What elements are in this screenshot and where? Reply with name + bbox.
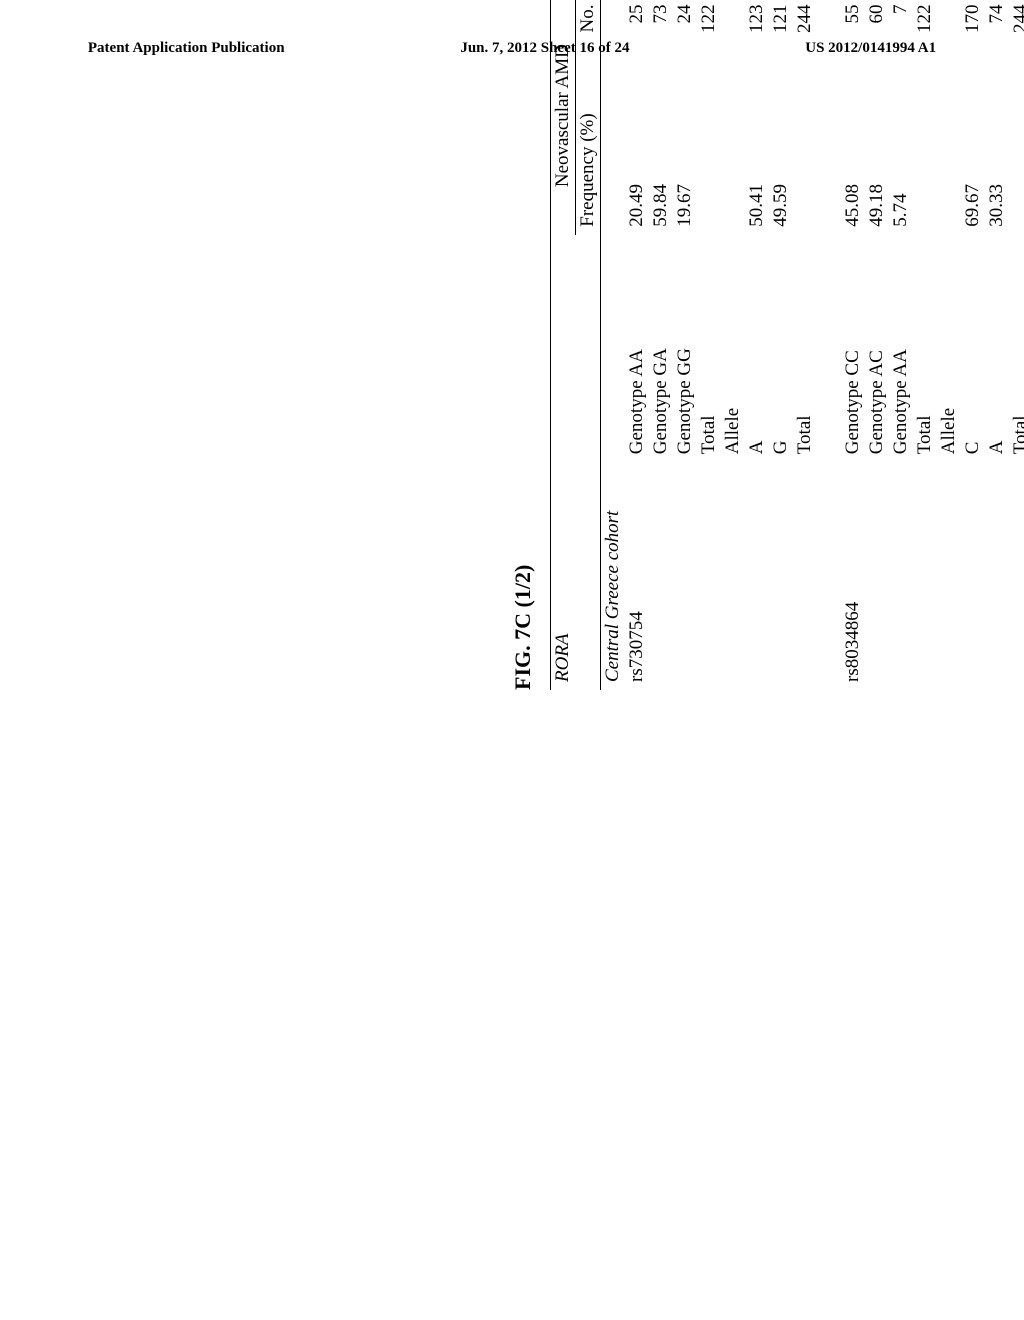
gene-label: RORA [551,235,576,690]
cell: 45.08 [841,71,865,235]
row-label: Allele [937,235,961,463]
cell [1009,71,1024,235]
cell: 60 [865,0,889,71]
rotated-content: FIG. 7C (1/2) RORA Neovascular AMD Dry A… [510,0,1024,690]
table-header-groups: RORA Neovascular AMD Dry AMD Normal [551,0,576,690]
table-row: Genotype AA 5.747 10.719 5.797 [889,0,913,690]
cell: 122 [913,0,937,71]
table-row: Allele [721,0,745,690]
cell: 55 [841,0,865,71]
cell: 7 [889,0,913,71]
row-label: Total [697,235,721,463]
cell: 19.67 [673,71,697,235]
cell [913,71,937,235]
cell: 50.41 [745,71,769,235]
cohort-label: Central Greece cohort [601,0,626,690]
col-freq-1: Frequency (%) [576,71,601,235]
cell: 69.67 [961,71,985,235]
table-row: Allele [937,0,961,690]
table-row: Total 244 168 232 [793,0,817,690]
row-label: A [745,235,769,463]
row-label: C [961,235,985,463]
header-left: Patent Application Publication [88,40,285,57]
table-row: rs730754 Genotype AA 20.49 25 35.71 30 3… [625,0,649,690]
table-row: Total 122 84 121 [913,0,937,690]
cell: 25 [625,0,649,71]
cell [793,71,817,235]
row-label: Total [913,235,937,463]
cell: 24 [673,0,697,71]
row-label: G [769,235,793,463]
snp-id: rs8034864 [841,462,865,690]
spacer-row [817,0,841,690]
group-neo: Neovascular AMD [551,0,576,235]
table-row: C 69.67170 75.00126 72.73176 [961,0,985,690]
cell: 73 [649,0,673,71]
row-label: Genotype AC [865,235,889,463]
cell: 170 [961,0,985,71]
cell: 122 [697,0,721,71]
row-label: Total [1009,235,1024,463]
cell: 20.49 [625,71,649,235]
row-label: Genotype AA [625,235,649,463]
snp-id: rs730754 [625,462,649,690]
row-label: Allele [721,235,745,463]
cell: 49.59 [769,71,793,235]
table-row: Genotype AC 49.1860 28.5724 42.9852 [865,0,889,690]
table-row: G 49.59121 44.6475 43.97102 [769,0,793,690]
cell: 123 [745,0,769,71]
cohort-row: Central Greece cohort [601,0,626,690]
table-row: A 50.41123 55.3693 56.03130 [745,0,769,690]
row-label: Genotype GG [673,235,697,463]
cell: 5.74 [889,71,913,235]
row-label: A [985,235,1009,463]
table-row: rs8034864 Genotype CC 45.0855 60.7151 51… [841,0,865,690]
cell: 244 [1009,0,1024,71]
table-row: Total 244 168 242 [1009,0,1024,690]
table-row: A 30.3374 25.0042 27.2766 [985,0,1009,690]
cell: 244 [793,0,817,71]
table-row: Total 122 84 116 [697,0,721,690]
cell: 30.33 [985,71,1009,235]
figure-label: FIG. 7C (1/2) [510,0,536,690]
data-table: RORA Neovascular AMD Dry AMD Normal Freq… [550,0,1024,690]
row-label: Total [793,235,817,463]
cell: 59.84 [649,71,673,235]
row-label: Genotype CC [841,235,865,463]
cell: 74 [985,0,1009,71]
cell: 49.18 [865,71,889,235]
col-no-1: No. [576,0,601,71]
row-label: Genotype GA [649,235,673,463]
row-label: Genotype AA [889,235,913,463]
table-row: Genotype GA 59.8473 39.2933 44.8352 [649,0,673,690]
table-row: Genotype GG 19.6724 25.0021 21.5525 [673,0,697,690]
table-header-sub: Frequency (%) No. Frequency (%) No. Freq… [576,0,601,690]
cell [697,71,721,235]
cell: 121 [769,0,793,71]
